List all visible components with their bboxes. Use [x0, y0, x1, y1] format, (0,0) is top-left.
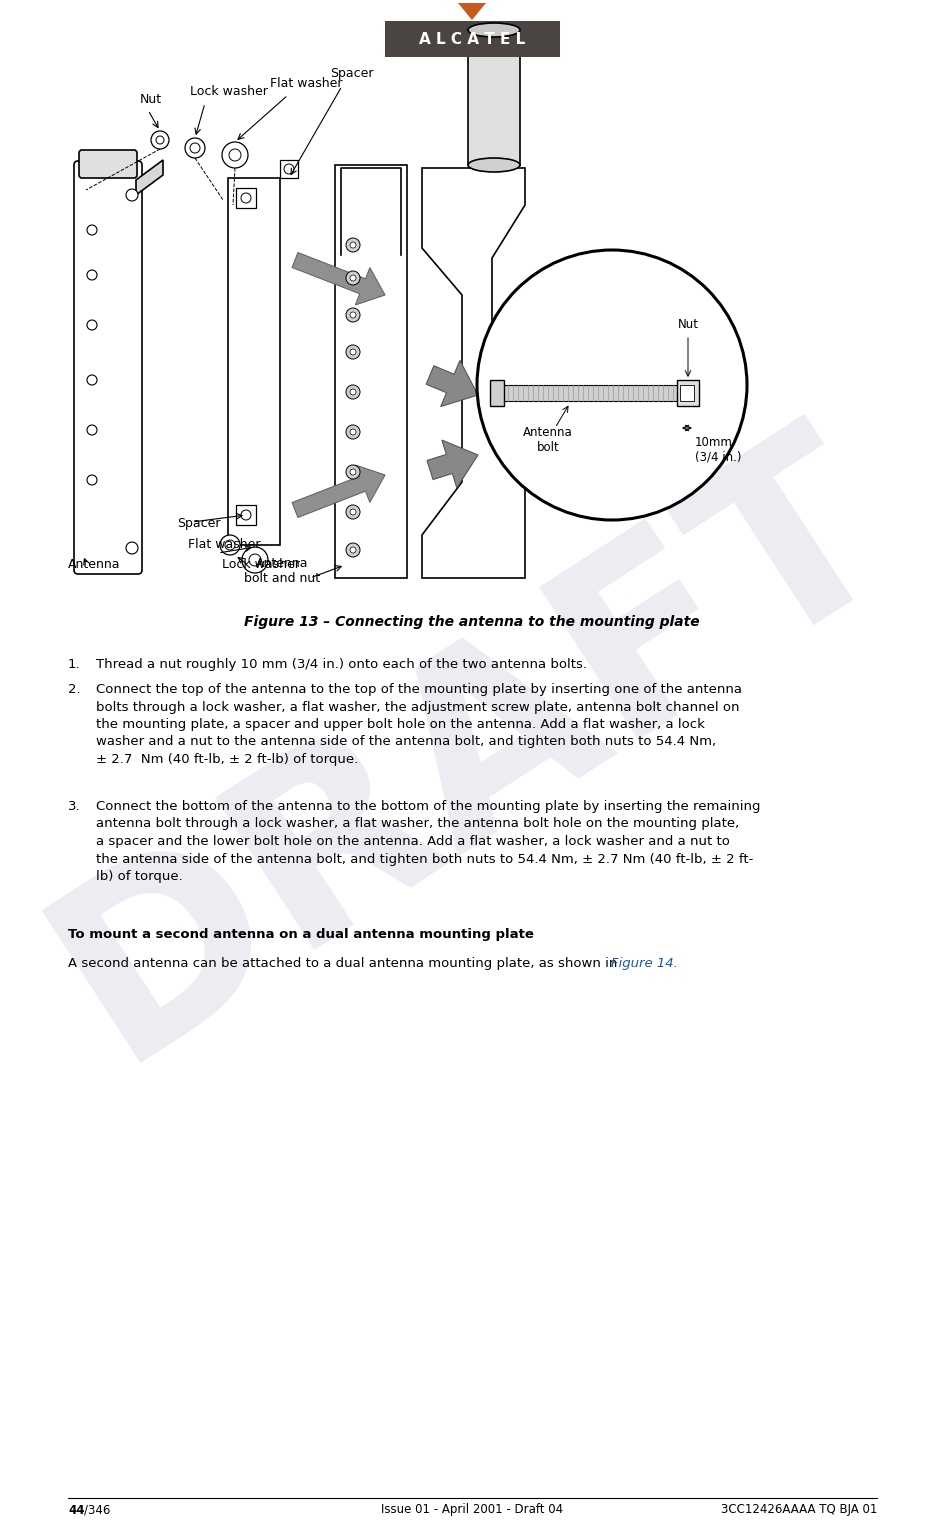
Text: Flat washer: Flat washer	[270, 76, 342, 90]
Circle shape	[349, 389, 356, 395]
Text: Nut: Nut	[677, 319, 698, 331]
Text: Thread a nut roughly 10 mm (3/4 in.) onto each of the two antenna bolts.: Thread a nut roughly 10 mm (3/4 in.) ont…	[96, 658, 586, 670]
Polygon shape	[467, 31, 519, 165]
FancyBboxPatch shape	[676, 380, 699, 406]
Circle shape	[222, 142, 247, 168]
Circle shape	[346, 505, 360, 519]
FancyBboxPatch shape	[680, 385, 693, 402]
Circle shape	[349, 429, 356, 435]
Text: Connect the bottom of the antenna to the bottom of the mounting plate by inserti: Connect the bottom of the antenna to the…	[96, 800, 760, 883]
Circle shape	[346, 544, 360, 557]
Text: To mount a second antenna on a dual antenna mounting plate: To mount a second antenna on a dual ante…	[68, 928, 533, 941]
Text: Connect the top of the antenna to the top of the mounting plate by inserting one: Connect the top of the antenna to the to…	[96, 683, 741, 767]
Text: 1.: 1.	[68, 658, 80, 670]
FancyBboxPatch shape	[499, 385, 694, 402]
Circle shape	[349, 547, 356, 553]
Circle shape	[248, 554, 261, 567]
Text: Spacer: Spacer	[329, 67, 373, 79]
Text: 3.: 3.	[68, 800, 80, 812]
Polygon shape	[427, 440, 478, 487]
Circle shape	[346, 425, 360, 438]
Circle shape	[126, 189, 138, 202]
Circle shape	[242, 547, 268, 573]
Circle shape	[349, 241, 356, 247]
Circle shape	[241, 510, 251, 521]
Text: Spacer: Spacer	[177, 518, 220, 530]
Circle shape	[241, 192, 251, 203]
Text: DRAFT: DRAFT	[14, 394, 929, 1106]
Circle shape	[346, 385, 360, 399]
FancyBboxPatch shape	[334, 165, 407, 579]
Circle shape	[284, 163, 294, 174]
Polygon shape	[426, 360, 478, 406]
FancyBboxPatch shape	[79, 150, 137, 179]
Circle shape	[87, 425, 97, 435]
Circle shape	[346, 238, 360, 252]
Circle shape	[346, 308, 360, 322]
Circle shape	[87, 376, 97, 385]
Circle shape	[349, 508, 356, 515]
Circle shape	[126, 542, 138, 554]
Circle shape	[228, 150, 241, 160]
Text: 3CC12426AAAA TQ BJA 01: 3CC12426AAAA TQ BJA 01	[720, 1504, 876, 1516]
Text: Antenna: Antenna	[68, 557, 121, 571]
Circle shape	[346, 345, 360, 359]
Text: 44: 44	[68, 1504, 84, 1516]
Circle shape	[346, 466, 360, 479]
Polygon shape	[292, 252, 384, 305]
Text: Antenna
bolt: Antenna bolt	[523, 426, 572, 454]
Circle shape	[87, 270, 97, 279]
Polygon shape	[136, 160, 162, 195]
Polygon shape	[422, 168, 525, 579]
Text: Lock washer: Lock washer	[222, 557, 299, 571]
Circle shape	[349, 312, 356, 318]
Text: Figure 14.: Figure 14.	[611, 957, 677, 970]
Text: Flat washer: Flat washer	[188, 538, 261, 551]
Circle shape	[151, 131, 169, 150]
Ellipse shape	[467, 157, 519, 173]
Text: Lock washer: Lock washer	[190, 86, 267, 98]
Text: Antenna
bolt and nut: Antenna bolt and nut	[244, 557, 320, 585]
FancyBboxPatch shape	[490, 380, 503, 406]
Ellipse shape	[467, 23, 519, 37]
Circle shape	[185, 137, 205, 157]
Circle shape	[346, 270, 360, 286]
Text: Figure 13 – Connecting the antenna to the mounting plate: Figure 13 – Connecting the antenna to th…	[244, 615, 700, 629]
Text: /346: /346	[84, 1504, 110, 1516]
Circle shape	[190, 144, 200, 153]
Text: A second antenna can be attached to a dual antenna mounting plate, as shown in: A second antenna can be attached to a du…	[68, 957, 621, 970]
FancyBboxPatch shape	[236, 188, 256, 208]
Circle shape	[349, 275, 356, 281]
Polygon shape	[292, 466, 384, 518]
Circle shape	[87, 475, 97, 486]
FancyBboxPatch shape	[74, 160, 142, 574]
Circle shape	[349, 350, 356, 354]
Circle shape	[220, 534, 240, 554]
FancyBboxPatch shape	[228, 179, 279, 545]
Text: Nut: Nut	[140, 93, 162, 105]
Polygon shape	[458, 3, 485, 20]
Text: A L C A T E L: A L C A T E L	[418, 32, 525, 47]
FancyBboxPatch shape	[384, 21, 560, 56]
FancyBboxPatch shape	[236, 505, 256, 525]
Text: 10mm
(3/4 in.): 10mm (3/4 in.)	[694, 437, 741, 464]
Circle shape	[225, 541, 235, 550]
Text: 2.: 2.	[68, 683, 80, 696]
Circle shape	[87, 321, 97, 330]
Circle shape	[477, 250, 746, 521]
FancyBboxPatch shape	[279, 160, 297, 179]
Circle shape	[349, 469, 356, 475]
Text: Issue 01 - April 2001 - Draft 04: Issue 01 - April 2001 - Draft 04	[380, 1504, 563, 1516]
Circle shape	[87, 224, 97, 235]
Circle shape	[156, 136, 164, 144]
